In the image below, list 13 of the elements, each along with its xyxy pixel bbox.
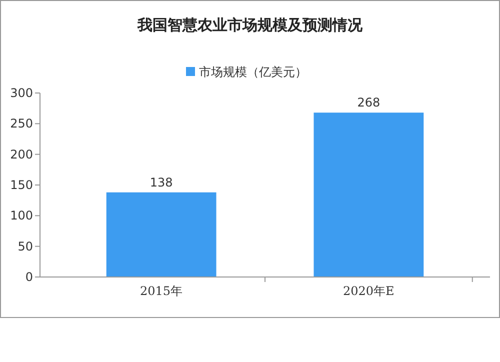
y-tick-label: 300 xyxy=(10,86,33,100)
y-tick-label: 100 xyxy=(10,208,33,223)
y-tick-label: 50 xyxy=(18,239,33,254)
y-tick-label: 0 xyxy=(25,270,33,284)
x-tick-label: 2015年 xyxy=(140,284,183,298)
data-label: 138 xyxy=(150,175,173,190)
data-label: 268 xyxy=(357,96,380,110)
y-tick-label: 150 xyxy=(10,178,33,192)
legend-label: 市场规模（亿美元） xyxy=(199,65,307,79)
chart-title: 我国智慧农业市场规模及预测情况 xyxy=(136,16,364,34)
y-tick-label: 200 xyxy=(10,147,33,162)
x-tick-label: 2020年E xyxy=(343,284,394,298)
y-tick-label: 250 xyxy=(10,116,33,131)
